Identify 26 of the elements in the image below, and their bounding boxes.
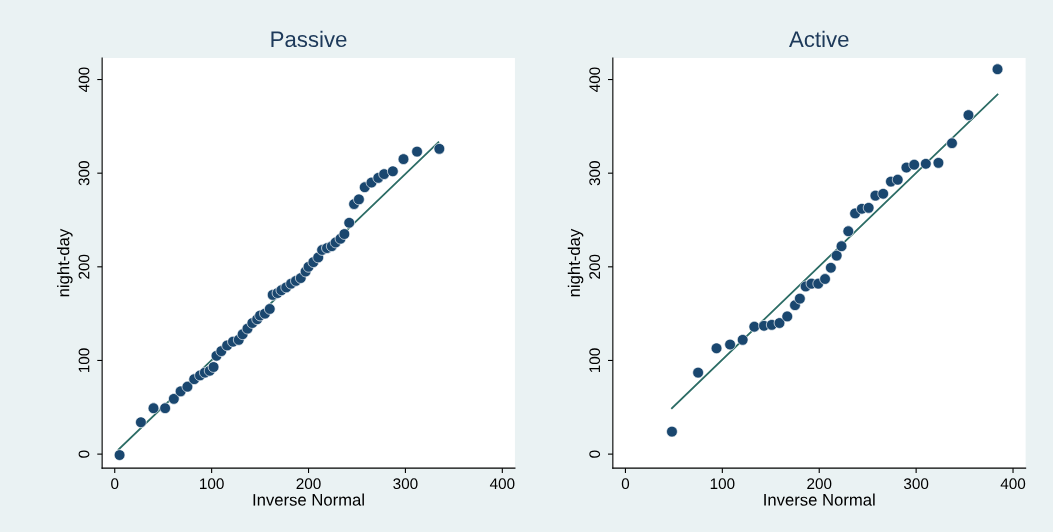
y-tick-label: 300 [589, 161, 601, 186]
y-tick-label: 0 [589, 450, 601, 458]
y-tick-label: 200 [589, 254, 601, 279]
x-axis-title: Inverse Normal [764, 493, 875, 506]
x-tick-label: 100 [710, 478, 735, 490]
y-axis-title: night-day [57, 228, 73, 297]
x-tick-label: 100 [200, 478, 224, 490]
chart-title: Passive [271, 30, 347, 48]
x-tick-label: 300 [903, 478, 929, 490]
x-tick-label: 400 [489, 478, 515, 490]
y-tick-label: 0 [78, 450, 90, 458]
y-tick-label: 100 [589, 348, 601, 373]
x-axis-title: Inverse Normal [253, 493, 364, 506]
x-tick-label: 400 [1000, 478, 1026, 490]
chart-title: Active [789, 30, 849, 48]
y-tick-label: 200 [78, 254, 90, 279]
y-tick-label: 300 [78, 161, 90, 186]
y-axis-title: night-day [567, 228, 584, 297]
x-tick-label: 200 [296, 478, 321, 490]
x-tick-label: 300 [393, 478, 418, 490]
y-tick-label: 400 [589, 67, 601, 92]
x-tick-label: 0 [621, 478, 630, 490]
y-tick-label: 400 [78, 67, 90, 92]
x-tick-label: 0 [111, 478, 119, 490]
y-tick-label: 100 [78, 348, 90, 373]
x-tick-label: 200 [807, 478, 832, 490]
